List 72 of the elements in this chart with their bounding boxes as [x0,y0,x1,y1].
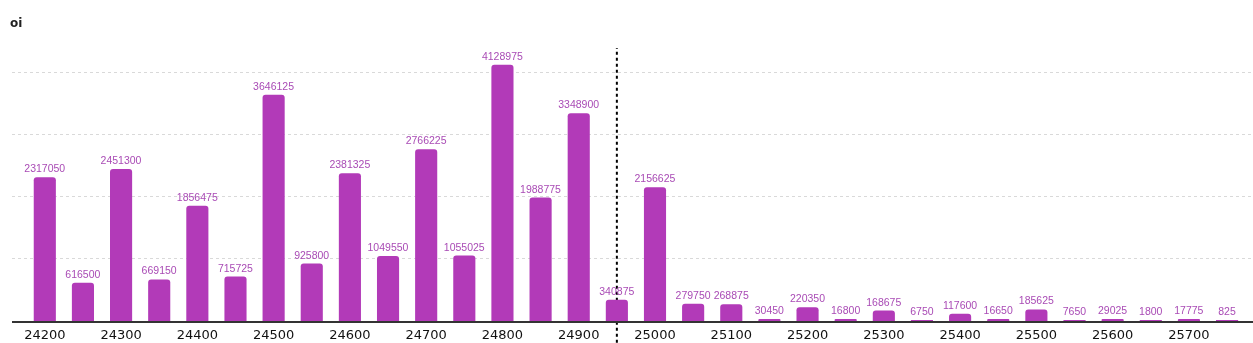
data-label: 16650 [983,304,1013,316]
data-label: 1055025 [443,240,485,253]
x-tick-label: 24700 [405,326,447,342]
data-label: 2381325 [329,158,371,171]
data-label: 2156625 [634,172,676,185]
y-axis-title: oi [10,16,23,30]
data-label: 185625 [1018,294,1054,307]
bar [529,197,552,321]
x-tick-label: 25700 [1168,326,1210,342]
data-label: 30450 [754,304,785,316]
bar [872,310,895,321]
data-label: 1049550 [367,240,409,253]
data-label: 340875 [599,284,635,297]
bar [338,173,361,321]
x-tick-label: 24500 [252,326,295,342]
data-label: 1800 [1139,305,1163,317]
bar [796,307,819,321]
data-label: 1988775 [520,182,562,195]
data-label: 3348900 [558,98,600,111]
x-tick-label: 24900 [558,326,600,342]
x-tick-label: 25100 [710,326,752,342]
x-tick-label: 25300 [863,326,905,342]
data-label: 7650 [1062,305,1087,317]
bar [110,168,133,321]
data-label: 168675 [866,295,902,308]
data-label: 2766225 [405,134,447,147]
bar [376,255,400,321]
data-label: 220350 [789,292,826,305]
bar [567,113,590,321]
data-label: 4128975 [481,49,523,62]
data-label: 2317050 [24,162,66,175]
bar [682,303,705,321]
bar [1025,309,1048,321]
data-label: 669150 [141,264,177,277]
data-label: 616500 [65,267,101,280]
bar [148,279,171,321]
data-label: 3646125 [253,79,295,92]
bar [262,94,285,321]
bar [605,299,628,321]
x-tick-label: 25600 [1091,326,1134,342]
x-tick-label: 25400 [939,326,981,342]
bar [720,304,743,321]
data-label: 16800 [831,304,861,316]
data-label: 715725 [217,261,254,274]
x-tick-label: 24600 [329,326,371,342]
bar [949,313,972,321]
bar [186,205,209,321]
bar [224,276,247,321]
data-label: 279750 [675,288,711,301]
data-label: 1856475 [176,190,218,203]
x-tick-label: 24300 [100,326,142,342]
x-tick-label: 25000 [634,326,676,342]
bar [453,255,476,321]
data-label: 825 [1218,305,1236,317]
x-tick-label: 24400 [176,326,219,342]
data-label: 2451300 [100,153,142,166]
bar [71,282,94,321]
bar [300,263,323,321]
x-tick-label: 25200 [786,326,829,342]
data-label: 17775 [1174,304,1204,316]
data-label: 268875 [713,289,749,302]
data-label: 117600 [942,298,978,311]
data-label: 925800 [294,248,330,261]
bar [415,149,438,321]
data-label: 6750 [910,305,934,317]
bar [643,187,667,321]
x-tick-label: 24200 [24,326,66,342]
x-tick-label: 25500 [1015,326,1058,342]
x-tick-label: 24800 [481,326,524,342]
bar [491,64,514,321]
data-label: 29025 [1097,304,1128,316]
bar [33,177,56,321]
